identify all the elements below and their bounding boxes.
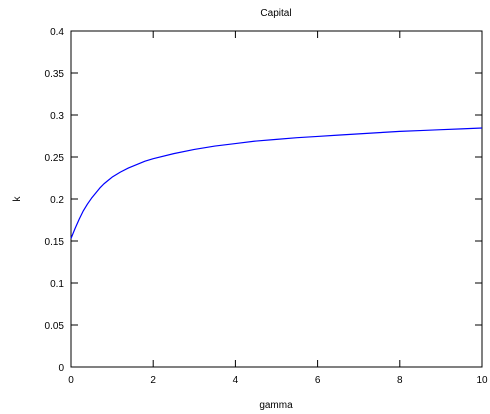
plot-frame bbox=[70, 30, 483, 368]
y-tick-label: 0.1 bbox=[50, 279, 64, 290]
y-tick-label: 0.15 bbox=[45, 237, 65, 248]
axis-tick-labels: 0 2 4 6 8 10 0 0.05 0.1 0.15 0.2 0.25 0.3 0.35 0.4 bbox=[45, 27, 488, 386]
series-line-0 bbox=[70, 127, 483, 239]
x-axis-label: gamma bbox=[259, 400, 293, 411]
x-tick-label: 10 bbox=[476, 375, 488, 386]
y-tick-label: 0.3 bbox=[50, 111, 64, 122]
y-axis-label: k bbox=[12, 196, 23, 202]
x-tick-label: 8 bbox=[397, 375, 403, 386]
x-tick-label: 4 bbox=[233, 375, 239, 386]
x-tick-label: 2 bbox=[150, 375, 156, 386]
series-layer bbox=[70, 127, 483, 239]
chart-title: Capital bbox=[260, 8, 291, 19]
y-tick-label: 0.2 bbox=[50, 195, 64, 206]
y-tick-label: 0 bbox=[58, 363, 64, 374]
x-tick-label: 6 bbox=[315, 375, 321, 386]
x-tick-label: 0 bbox=[68, 375, 74, 386]
axis-ticks bbox=[70, 30, 483, 368]
y-tick-label: 0.05 bbox=[45, 321, 65, 332]
y-tick-label: 0.4 bbox=[50, 27, 64, 38]
plot-border bbox=[70, 30, 483, 368]
y-tick-label: 0.35 bbox=[45, 69, 65, 80]
y-tick-label: 0.25 bbox=[45, 153, 65, 164]
